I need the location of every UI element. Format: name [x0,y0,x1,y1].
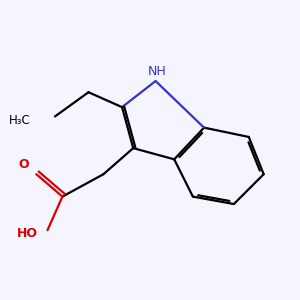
Text: HO: HO [16,227,38,240]
Text: NH: NH [148,65,167,78]
Text: O: O [18,158,28,171]
Text: H₃C: H₃C [9,114,31,127]
